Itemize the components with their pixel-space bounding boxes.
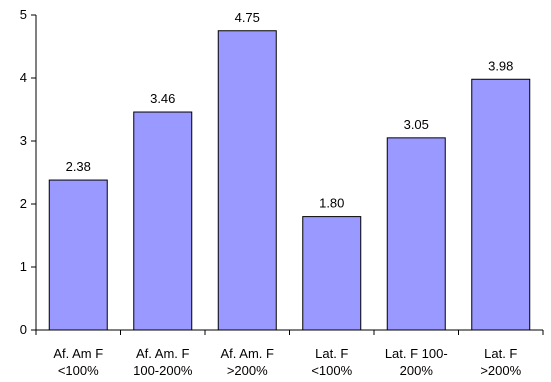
- y-tick-label: 0: [20, 322, 27, 337]
- x-axis: Af. Am F <100% Af. Am. F 100-200% Af. Am. F >…: [35, 329, 544, 378]
- data-label: 2.38: [66, 159, 91, 174]
- data-label: 3.05: [404, 117, 429, 132]
- x-category-label-line: 100-200%: [133, 363, 193, 378]
- y-tick-label: 3: [20, 133, 27, 148]
- x-category-label-line: Lat. F: [315, 346, 348, 361]
- y-tick-label: 5: [20, 7, 27, 22]
- y-axis: 0 1 2 3 4 5: [20, 7, 37, 337]
- x-category-label-line: 200%: [400, 363, 434, 378]
- data-label: 3.98: [488, 58, 513, 73]
- x-category-label-line: Lat. F: [484, 346, 517, 361]
- x-category-label-line: <100%: [58, 363, 99, 378]
- x-category-label: Lat. F >200%: [480, 346, 521, 378]
- x-category-label: Lat. F 100- 200%: [385, 346, 448, 378]
- bar: [386, 137, 446, 331]
- x-category-label-line: Af. Am. F: [221, 346, 275, 361]
- x-category-label-line: >200%: [480, 363, 521, 378]
- x-category-label-line: <100%: [311, 363, 352, 378]
- bars: 2.38 3.46 4.75 1.80 3.05 3.98: [48, 10, 531, 331]
- bar: [217, 30, 277, 331]
- x-category-label-line: Af. Am. F: [136, 346, 190, 361]
- data-label: 3.46: [150, 91, 175, 106]
- data-label: 1.80: [319, 196, 344, 211]
- y-tick-label: 4: [20, 70, 27, 85]
- bar: [133, 111, 193, 331]
- x-category-label-line: Af. Am F: [53, 346, 103, 361]
- x-category-label: Af. Am. F >200%: [221, 346, 275, 378]
- y-tick-label: 2: [20, 196, 27, 211]
- x-category-label-line: >200%: [227, 363, 268, 378]
- y-tick-label: 1: [20, 259, 27, 274]
- x-category-label: Lat. F <100%: [311, 346, 352, 378]
- bar: [48, 179, 108, 331]
- x-category-label: Af. Am F <100%: [53, 346, 103, 378]
- data-label: 4.75: [235, 10, 260, 25]
- x-category-label-line: Lat. F 100-: [385, 346, 448, 361]
- bar: [471, 78, 531, 331]
- bar: [302, 216, 362, 331]
- x-category-label: Af. Am. F 100-200%: [133, 346, 193, 378]
